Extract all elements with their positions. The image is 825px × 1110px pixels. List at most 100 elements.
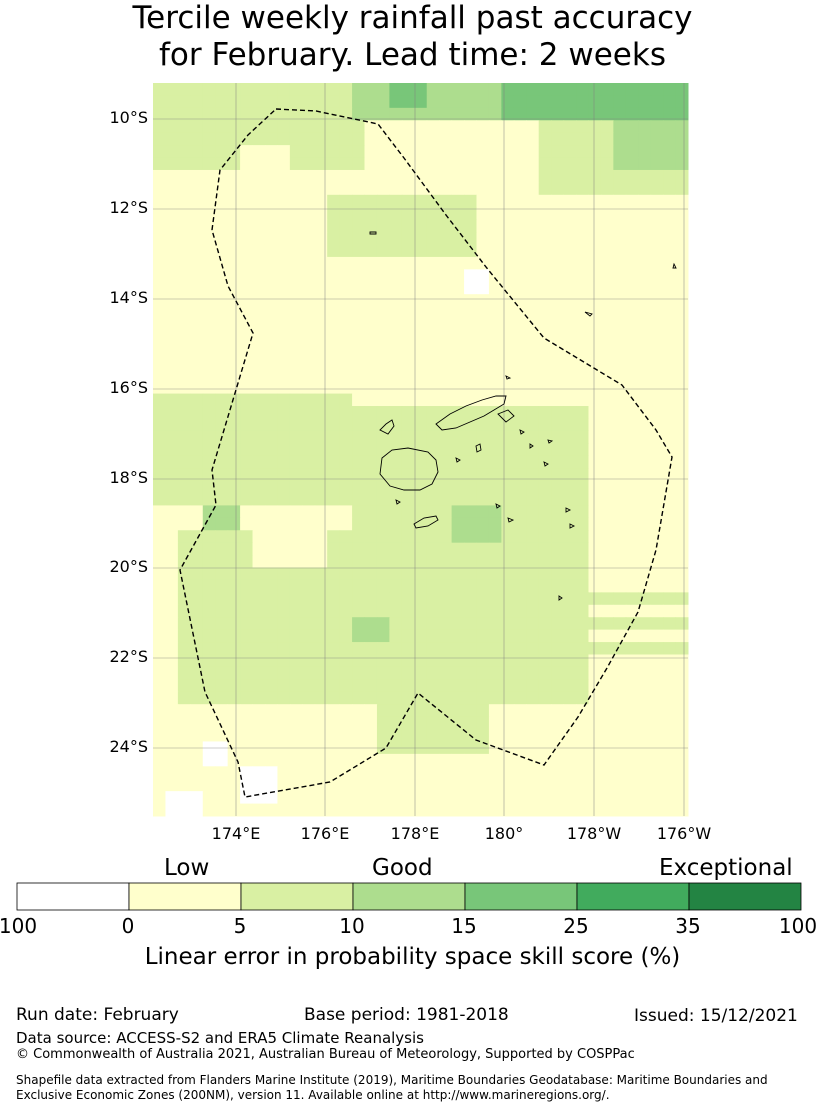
skill-cell (364, 579, 378, 593)
skill-cell (314, 567, 328, 581)
island-small-3 (369, 231, 377, 235)
skill-cell (426, 194, 440, 208)
skill-cell (364, 319, 378, 332)
skill-cell (289, 642, 303, 655)
skill-cell (551, 157, 565, 171)
skill-cell (501, 107, 515, 121)
skill-cell (488, 666, 502, 680)
skill-cell (202, 294, 216, 308)
skill-cell (464, 753, 477, 767)
skill-cell (675, 194, 689, 208)
skill-cell (488, 182, 502, 196)
skill-cell (576, 480, 589, 494)
skill-cell (376, 666, 390, 680)
skill-cell (389, 654, 403, 668)
skill-cell (538, 343, 552, 357)
skill-cell (289, 729, 303, 742)
skill-cell (264, 778, 278, 792)
skill-cell (538, 381, 552, 395)
skill-cell (414, 169, 428, 183)
skill-cell (563, 579, 577, 593)
skill-cell (314, 629, 328, 643)
skill-cell (327, 766, 341, 780)
island-small-13 (565, 507, 572, 513)
skill-cell (613, 406, 627, 419)
skill-cell (451, 642, 465, 655)
skill-cell (488, 691, 502, 705)
skill-cell (576, 182, 589, 196)
skill-cell (513, 120, 527, 134)
skill-cell (488, 95, 502, 109)
skill-cell (401, 381, 415, 395)
skill-cell (202, 617, 216, 631)
skill-cell (327, 244, 341, 258)
skill-cell (227, 281, 241, 295)
skill-cell (302, 83, 316, 96)
skill-cell (439, 691, 453, 705)
skill-cell (339, 555, 353, 569)
skill-cell (227, 219, 241, 233)
skill-cell (588, 592, 602, 606)
skill-cell (663, 145, 677, 159)
skill-cell (650, 269, 664, 283)
skill-cell (165, 617, 179, 631)
colorbar-label: Linear error in probability space skill … (144, 944, 681, 970)
skill-cell (576, 219, 589, 233)
skill-cell (277, 381, 291, 395)
skill-cell (526, 232, 540, 245)
skill-cell (625, 169, 639, 183)
skill-cell (215, 517, 229, 531)
skill-cell (600, 182, 614, 196)
skill-cell (426, 418, 440, 432)
skill-cell (464, 716, 477, 730)
skill-cell (165, 256, 179, 270)
skill-cell (464, 579, 477, 593)
skill-cell (476, 356, 490, 370)
skill-cell (513, 555, 527, 569)
skill-cell (439, 579, 453, 593)
skill-cell (650, 406, 664, 419)
skill-cell (227, 766, 241, 780)
skill-cell (414, 654, 428, 668)
skill-cell (314, 766, 328, 780)
skill-cell (588, 120, 602, 134)
skill-cell (240, 642, 254, 655)
skill-cell (202, 356, 216, 370)
skill-cell (675, 120, 689, 134)
skill-cell (401, 393, 415, 407)
skill-cell (451, 368, 465, 382)
skill-cell (526, 604, 540, 618)
skill-cell (177, 492, 191, 506)
island-small-16 (395, 499, 401, 505)
skill-cell (526, 95, 540, 109)
skill-cell (613, 791, 627, 805)
skill-cell (675, 704, 689, 718)
skill-cell (389, 120, 403, 134)
skill-cell (476, 194, 490, 208)
skill-cell (600, 716, 614, 730)
skill-cell (277, 542, 291, 556)
skill-cell (501, 530, 515, 544)
skill-cell (600, 145, 614, 159)
skill-cell (252, 145, 266, 159)
skill-cell (177, 356, 191, 370)
skill-cell (264, 157, 278, 171)
skill-cell (177, 468, 191, 482)
skill-cell (401, 579, 415, 593)
skill-cell (663, 132, 677, 146)
skill-cell (426, 654, 440, 668)
skill-cell (613, 182, 627, 196)
skill-cell (289, 654, 303, 668)
skill-cell (327, 542, 341, 556)
skill-cell (638, 368, 652, 382)
skill-cell (488, 194, 502, 208)
skill-cell (264, 716, 278, 730)
skill-cell (526, 120, 540, 134)
skill-cell (663, 430, 677, 444)
skill-cell (551, 505, 565, 519)
skill-cell (650, 468, 664, 482)
skill-cell (252, 418, 266, 432)
skill-cell (588, 95, 602, 109)
skill-cell (488, 579, 502, 593)
skill-cell (401, 629, 415, 643)
